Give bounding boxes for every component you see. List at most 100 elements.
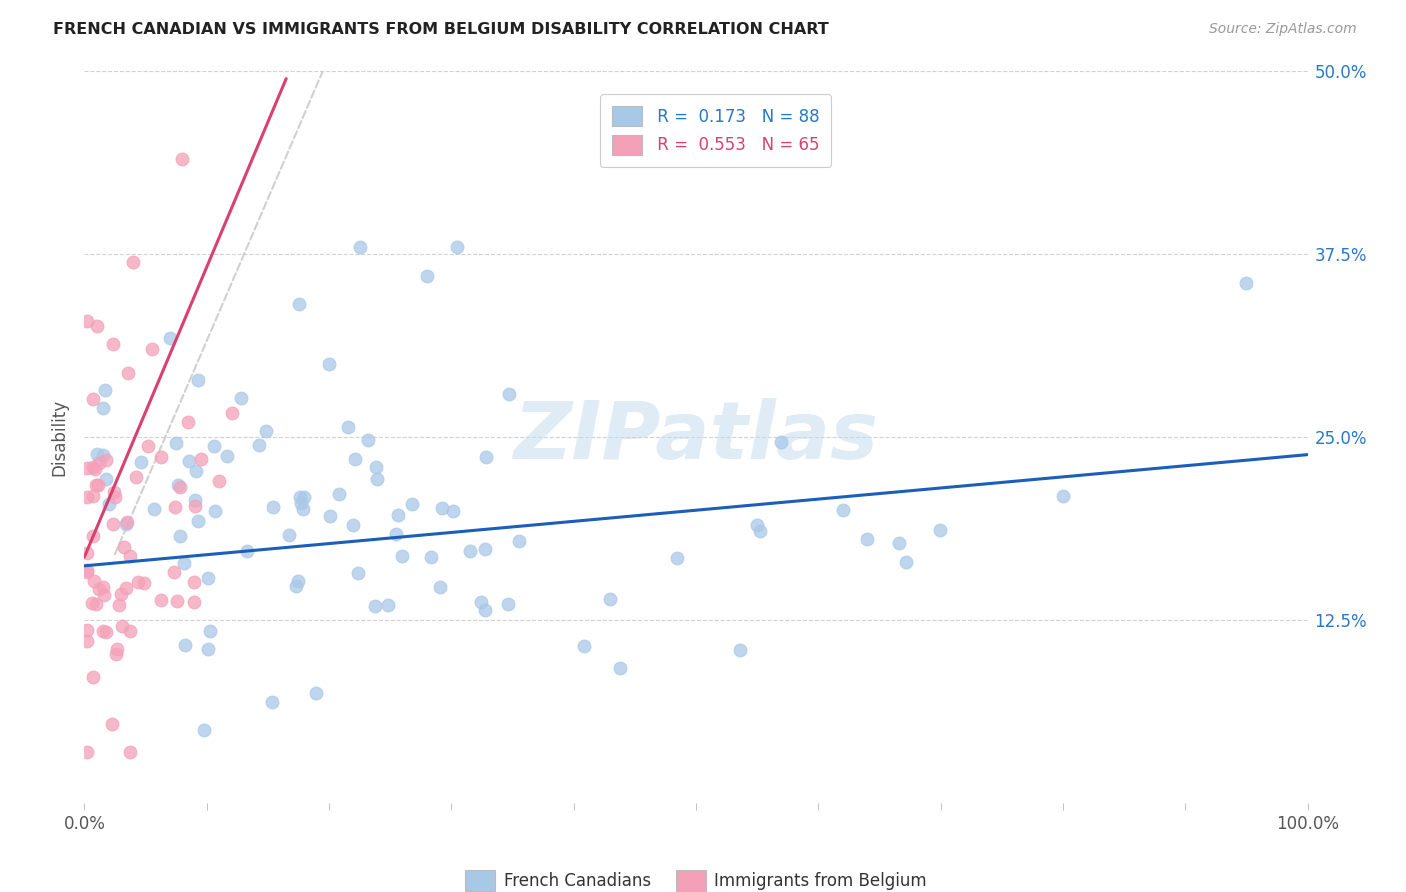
Y-axis label: Disability: Disability [51,399,69,475]
Point [76,566,98,580]
Point [91,448,114,462]
Point [831,503,853,517]
Text: ZIPatlas: ZIPatlas [513,398,879,476]
Point [193,723,215,737]
Point [183,595,205,609]
Point [231,392,253,406]
Point [319,508,342,523]
Point [190,452,212,467]
Point [366,459,388,474]
Point [136,439,159,453]
Point [176,415,198,429]
Point [76,563,98,577]
Point [666,551,689,566]
Point [208,474,231,488]
Point [249,438,271,452]
Point [894,555,917,569]
Point [366,472,388,486]
Point [112,540,135,554]
Point [103,484,125,499]
Point [108,598,131,612]
Point [76,745,98,759]
Point [262,500,284,514]
Point [166,436,188,450]
Point [94,383,117,397]
Point [420,549,443,564]
Point [470,595,492,609]
Point [856,533,879,547]
Point [496,597,519,611]
Text: Source: ZipAtlas.com: Source: ZipAtlas.com [1209,22,1357,37]
Point [98,496,121,510]
Point [110,587,132,601]
Point [599,591,621,606]
Point [115,515,138,529]
Point [290,496,312,510]
Point [86,478,108,492]
Point [277,528,299,542]
Point [747,517,769,532]
Point [142,502,165,516]
Point [305,686,328,700]
Point [292,491,315,505]
Point [167,478,190,492]
Point [82,529,104,543]
Point [165,500,187,515]
Point [159,331,181,345]
Point [141,343,163,357]
Point [430,500,453,515]
Point [124,469,146,483]
Point [87,456,110,470]
Point [202,439,225,453]
Point [204,504,226,518]
Point [197,641,219,656]
Point [183,575,205,590]
Point [357,434,380,448]
Point [184,500,207,514]
Point [187,514,209,528]
Point [82,489,104,503]
Point [177,454,200,468]
Point [76,546,98,560]
Point [86,447,108,461]
Point [364,599,387,614]
Point [429,580,451,594]
Point [460,543,482,558]
Point [235,543,257,558]
Point [343,451,366,466]
Point [221,406,243,420]
Point [82,459,104,474]
Point [285,579,308,593]
Point [184,492,207,507]
Point [82,392,104,406]
Point [166,594,188,608]
Text: FRENCH CANADIAN VS IMMIGRANTS FROM BELGIUM DISABILITY CORRELATION CHART: FRENCH CANADIAN VS IMMIGRANTS FROM BELGI… [53,22,830,37]
Point [120,624,142,638]
Point [328,487,350,501]
Point [169,529,191,543]
Point [508,534,530,549]
Point [387,508,409,522]
Point [91,624,114,639]
Point [609,660,631,674]
Point [150,450,173,465]
Point [114,516,136,531]
Point [770,435,793,450]
Point [86,318,108,333]
Point [111,619,134,633]
Point [132,576,155,591]
Point [83,574,105,589]
Point [728,643,751,657]
Point [104,648,127,662]
Point [1236,277,1258,291]
Point [101,516,124,531]
Point [288,297,311,311]
Point [572,639,595,653]
Point [163,565,186,579]
Point [401,496,423,510]
Point [929,524,952,538]
Point [76,490,98,504]
Point [76,633,98,648]
Point [187,373,209,387]
Point [80,596,103,610]
